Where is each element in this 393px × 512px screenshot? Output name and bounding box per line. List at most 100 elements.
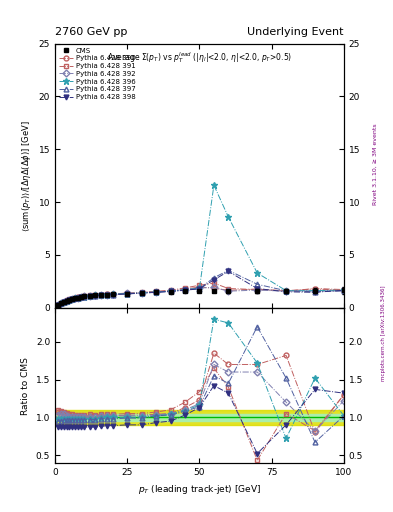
Pythia 6.428 398 — [87, 293, 92, 300]
Pythia 6.428 391 — [61, 298, 66, 305]
Pythia 6.428 397 — [87, 293, 92, 299]
Pythia 6.428 391 — [99, 291, 104, 297]
Y-axis label: $\langle$sum$(p_T)\rangle/[\Delta\eta\Delta(\Delta\phi)]$ [GeV]: $\langle$sum$(p_T)\rangle/[\Delta\eta\De… — [20, 120, 33, 231]
CMS — [70, 296, 75, 302]
Pythia 6.428 390 — [342, 287, 346, 293]
Pythia 6.428 397 — [313, 289, 318, 295]
Bar — [55, 410, 344, 425]
Pythia 6.428 392 — [67, 296, 72, 303]
Pythia 6.428 396 — [168, 288, 173, 294]
Pythia 6.428 391 — [255, 287, 260, 293]
Pythia 6.428 392 — [211, 284, 216, 290]
Pythia 6.428 398 — [105, 292, 109, 298]
Pythia 6.428 392 — [168, 288, 173, 294]
Pythia 6.428 392 — [255, 287, 260, 293]
Pythia 6.428 390 — [197, 284, 202, 290]
Pythia 6.428 396 — [61, 299, 66, 305]
Pythia 6.428 397 — [110, 291, 115, 297]
Pythia 6.428 398 — [82, 294, 86, 300]
Pythia 6.428 391 — [70, 295, 75, 302]
CMS — [110, 291, 115, 297]
Pythia 6.428 397 — [168, 288, 173, 294]
Pythia 6.428 397 — [211, 274, 216, 281]
Line: Pythia 6.428 396: Pythia 6.428 396 — [55, 182, 347, 308]
Pythia 6.428 396 — [93, 292, 98, 298]
Pythia 6.428 392 — [284, 288, 288, 294]
CMS — [61, 299, 66, 305]
Pythia 6.428 398 — [64, 298, 69, 304]
Pythia 6.428 396 — [70, 296, 75, 302]
Pythia 6.428 396 — [99, 292, 104, 298]
Pythia 6.428 392 — [64, 297, 69, 304]
CMS — [154, 289, 158, 295]
Pythia 6.428 398 — [140, 290, 144, 296]
Pythia 6.428 398 — [226, 268, 231, 274]
Pythia 6.428 397 — [82, 294, 86, 300]
Line: Pythia 6.428 397: Pythia 6.428 397 — [55, 268, 346, 307]
Pythia 6.428 398 — [125, 291, 130, 297]
Pythia 6.428 390 — [76, 294, 81, 301]
Pythia 6.428 397 — [79, 294, 83, 301]
Pythia 6.428 397 — [226, 267, 231, 273]
Pythia 6.428 391 — [64, 297, 69, 304]
Pythia 6.428 391 — [168, 287, 173, 293]
Pythia 6.428 391 — [313, 286, 318, 292]
Line: Pythia 6.428 390: Pythia 6.428 390 — [55, 285, 346, 307]
CMS — [67, 296, 72, 303]
Pythia 6.428 398 — [211, 277, 216, 283]
Pythia 6.428 390 — [70, 296, 75, 302]
Pythia 6.428 397 — [70, 296, 75, 302]
Pythia 6.428 397 — [67, 297, 72, 303]
Pythia 6.428 398 — [73, 295, 77, 302]
Pythia 6.428 391 — [79, 293, 83, 300]
Pythia 6.428 391 — [59, 300, 63, 306]
Pythia 6.428 397 — [76, 295, 81, 301]
Pythia 6.428 398 — [67, 297, 72, 303]
Pythia 6.428 397 — [61, 299, 66, 305]
Pythia 6.428 390 — [79, 294, 83, 300]
Pythia 6.428 397 — [55, 302, 60, 308]
Pythia 6.428 397 — [59, 301, 63, 307]
Pythia 6.428 390 — [183, 286, 187, 292]
CMS — [99, 292, 104, 298]
Pythia 6.428 398 — [313, 289, 318, 295]
Pythia 6.428 391 — [73, 295, 77, 301]
Text: 2760 GeV pp: 2760 GeV pp — [55, 27, 127, 37]
CMS — [93, 292, 98, 298]
Pythia 6.428 398 — [110, 291, 115, 297]
CMS — [105, 292, 109, 298]
Text: Average $\Sigma(p_T)$ vs $p_T^{lead}$ ($|\eta_l|$<2.0, $\eta|$<2.0, $p_T$>0.5): Average $\Sigma(p_T)$ vs $p_T^{lead}$ ($… — [107, 50, 292, 65]
Pythia 6.428 390 — [125, 290, 130, 296]
CMS — [211, 288, 216, 294]
Pythia 6.428 390 — [255, 286, 260, 292]
Pythia 6.428 398 — [154, 289, 158, 295]
Pythia 6.428 392 — [55, 302, 60, 308]
Pythia 6.428 390 — [87, 293, 92, 299]
Pythia 6.428 391 — [55, 302, 60, 308]
Pythia 6.428 398 — [168, 288, 173, 294]
Pythia 6.428 397 — [197, 286, 202, 292]
Pythia 6.428 390 — [140, 290, 144, 296]
Pythia 6.428 392 — [70, 296, 75, 302]
Pythia 6.428 396 — [255, 270, 260, 276]
Pythia 6.428 398 — [70, 296, 75, 303]
Pythia 6.428 392 — [76, 294, 81, 301]
Pythia 6.428 398 — [93, 293, 98, 299]
Pythia 6.428 396 — [154, 289, 158, 295]
Pythia 6.428 396 — [183, 287, 187, 293]
CMS — [79, 294, 83, 300]
CMS — [87, 293, 92, 299]
Text: Underlying Event: Underlying Event — [247, 27, 344, 37]
Pythia 6.428 390 — [82, 293, 86, 300]
Pythia 6.428 391 — [226, 286, 231, 292]
Pythia 6.428 398 — [197, 286, 202, 292]
Pythia 6.428 391 — [342, 287, 346, 293]
Pythia 6.428 396 — [197, 285, 202, 291]
Pythia 6.428 396 — [67, 296, 72, 303]
Pythia 6.428 392 — [99, 292, 104, 298]
Pythia 6.428 392 — [125, 290, 130, 296]
Pythia 6.428 398 — [55, 302, 60, 308]
Line: Pythia 6.428 391: Pythia 6.428 391 — [55, 281, 346, 307]
Pythia 6.428 391 — [183, 285, 187, 291]
Pythia 6.428 391 — [140, 289, 144, 295]
